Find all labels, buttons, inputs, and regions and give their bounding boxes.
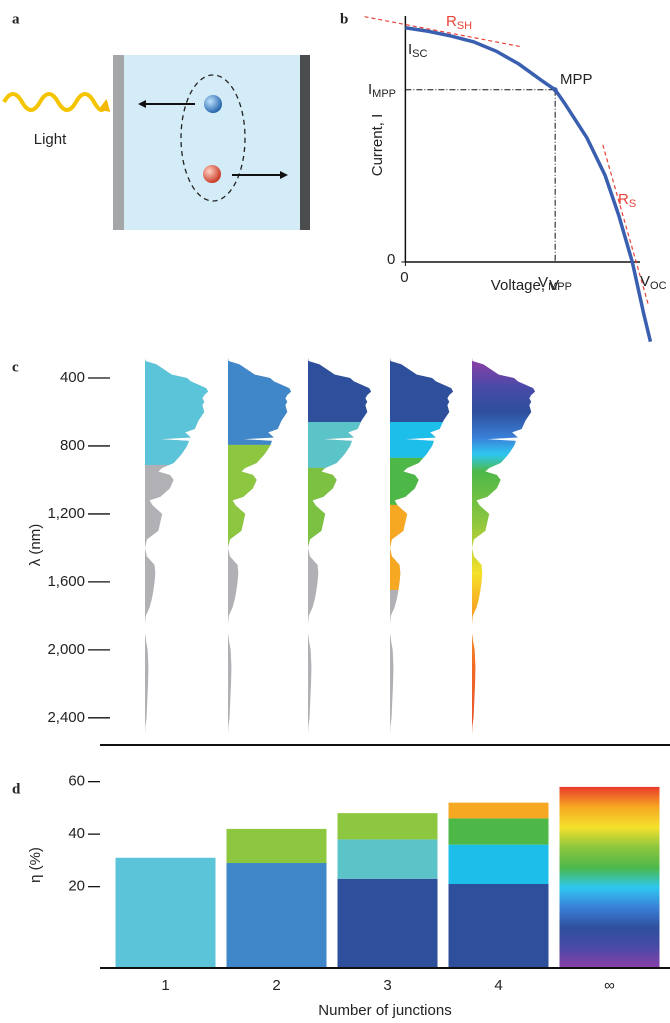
panel-c: c 400 800 1,200 1,600 2,000 2,400 λ (nm)	[12, 358, 670, 745]
bar-segment	[338, 813, 438, 839]
annotation: IMPP	[368, 81, 396, 100]
x-tick-label: ∞	[604, 977, 615, 994]
y-axis-label: η (%)	[27, 847, 44, 883]
annotation: MPP	[560, 71, 593, 88]
annotation-sub: SH	[457, 20, 472, 32]
panel-label: a	[12, 11, 20, 27]
tangent-line	[365, 17, 522, 47]
y-axis-label: λ (nm)	[27, 524, 44, 567]
annotation: RS	[618, 191, 636, 210]
x-tick-label: 0	[400, 269, 408, 286]
electrode	[113, 55, 124, 230]
panel-label: b	[340, 11, 348, 27]
bar-segment	[338, 879, 438, 968]
annotation-main: R	[446, 13, 457, 30]
annotation-sub: MPP	[372, 88, 396, 100]
y-tick-label: 40	[68, 825, 85, 842]
y-tick-label: 1,200	[47, 505, 85, 522]
y-tick-label: 20	[68, 878, 85, 895]
iv-curve	[405, 28, 650, 342]
x-tick-label: 2	[272, 977, 280, 994]
annotation-sub: MPP	[548, 281, 572, 293]
spectrum-band	[308, 358, 371, 735]
annotation-sub: OC	[650, 280, 667, 292]
bar-segment	[227, 829, 327, 863]
y-axis-label: Current, I	[369, 114, 386, 177]
panel-label: d	[12, 781, 21, 797]
mpp-point	[553, 87, 558, 92]
annotation: ISC	[408, 41, 428, 60]
page: { "diagram": {"label": "a", "light": "Li…	[0, 0, 670, 1023]
x-tick-label: 4	[494, 977, 502, 994]
annotation-main: V	[640, 273, 650, 290]
panel-a: a Light	[4, 11, 310, 230]
bar-segment	[449, 818, 549, 844]
y-tick-label: 2,000	[47, 641, 85, 658]
annotation-main: MPP	[560, 71, 593, 88]
spectrum-band	[228, 358, 291, 735]
bar-segment	[449, 845, 549, 884]
y-tick-label: 1,600	[47, 573, 85, 590]
x-tick-label: 1	[161, 977, 169, 994]
panel-label: c	[12, 359, 19, 375]
electrode	[300, 55, 310, 230]
y-tick-label: 2,400	[47, 709, 85, 726]
y-tick-label: 800	[60, 437, 85, 454]
bar-segment	[227, 863, 327, 968]
y-tick-label: 0	[387, 251, 395, 268]
annotation: VOC	[640, 273, 667, 292]
y-tick-label: 400	[60, 369, 85, 386]
annotation-sub: SC	[412, 48, 427, 60]
y-tick-label: 60	[68, 773, 85, 790]
figure: a Light b00Current, IVoltage, VISCIMPPMP…	[0, 0, 670, 1023]
light-wave	[4, 94, 106, 110]
annotation-sub: S	[629, 198, 636, 210]
hole	[203, 165, 221, 183]
spectrum-band	[145, 358, 208, 735]
bar-segment	[116, 858, 216, 968]
light-label: Light	[34, 131, 67, 148]
bar-segment	[338, 839, 438, 878]
annotation-main: V	[538, 274, 548, 291]
x-axis-label: Number of junctions	[318, 1002, 451, 1019]
spectrum	[472, 358, 535, 735]
annotation-main: R	[618, 191, 629, 208]
bar-segment	[449, 884, 549, 968]
bar-segment	[449, 803, 549, 819]
cell	[113, 55, 310, 230]
electron	[204, 95, 222, 113]
x-tick-label: 3	[383, 977, 391, 994]
spectrum-band	[390, 358, 453, 735]
annotation: RSH	[446, 13, 472, 32]
bar-segment	[560, 787, 660, 968]
panel-d: d 20 40 60 η (%) 1 2 3 4 ∞ Number of junctions	[12, 773, 670, 1019]
